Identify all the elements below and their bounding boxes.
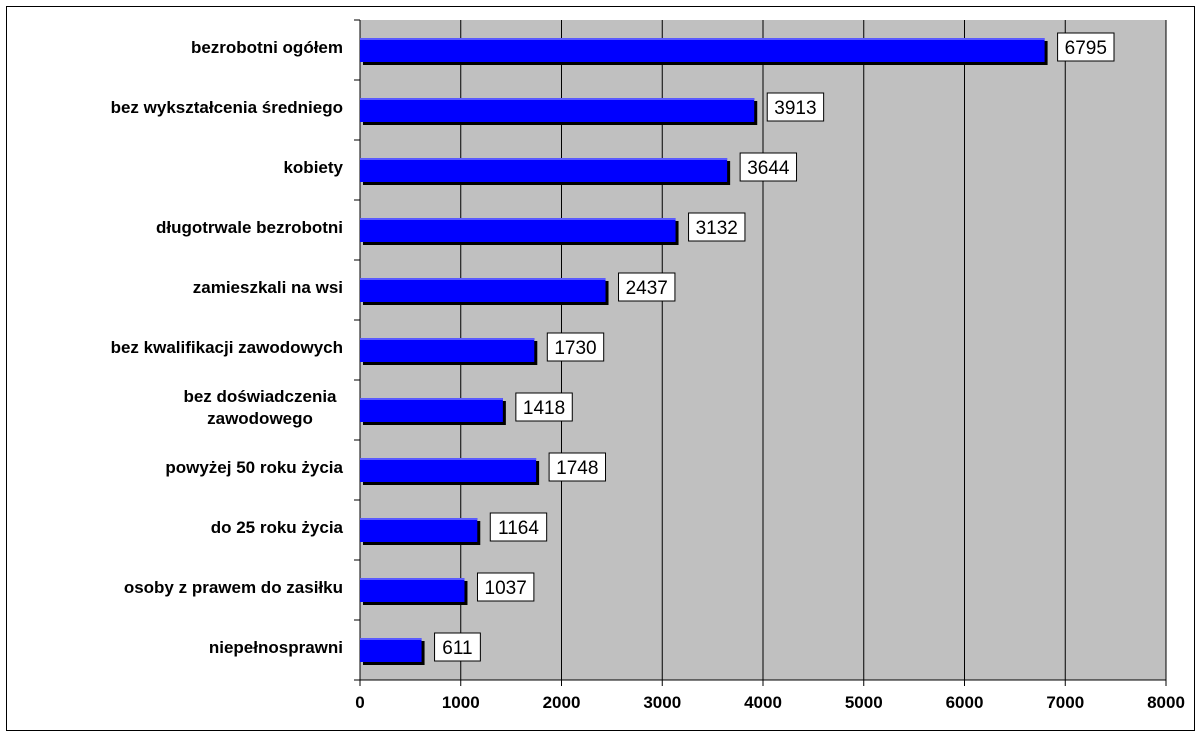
category-label: niepełnosprawni bbox=[209, 638, 343, 657]
category-label: bezrobotni ogółem bbox=[191, 38, 343, 57]
category-label: osoby z prawem do zasiłku bbox=[124, 578, 343, 597]
bar bbox=[360, 38, 1045, 62]
bar bbox=[360, 578, 465, 602]
bar bbox=[360, 638, 422, 662]
category-label-line: zawodowego bbox=[207, 409, 313, 428]
data-label-box bbox=[1057, 32, 1115, 62]
bar-highlight bbox=[360, 158, 728, 160]
data-label: 1164 bbox=[498, 518, 539, 539]
x-tick-label: 6000 bbox=[946, 693, 984, 712]
data-label-box bbox=[434, 632, 481, 662]
data-labels: 6795 3913 3644 3132 2437 1730 1418 1748 1164 1037… bbox=[434, 32, 1115, 662]
bar-highlight bbox=[360, 458, 537, 460]
bar-highlight bbox=[360, 638, 422, 640]
data-label-box bbox=[618, 272, 676, 302]
x-tick-labels: 0 1000 2000 3000 4000 5000 6000 7000 8000 bbox=[355, 693, 1185, 712]
category-label: bez kwalifikacji zawodowych bbox=[111, 338, 343, 357]
category-label: zamieszkali na wsi bbox=[193, 278, 343, 297]
x-tick-label: 2000 bbox=[543, 693, 581, 712]
category-label: długotrwale bezrobotni bbox=[156, 218, 343, 237]
x-tick-label: 4000 bbox=[744, 693, 782, 712]
data-label: 3913 bbox=[774, 98, 816, 119]
x-tick-label: 8000 bbox=[1147, 693, 1185, 712]
category-label: do 25 roku życia bbox=[211, 518, 344, 537]
bar bbox=[360, 518, 478, 542]
data-label: 3132 bbox=[696, 218, 738, 239]
bar-highlight bbox=[360, 98, 755, 100]
x-tick-label: 5000 bbox=[845, 693, 883, 712]
bar bbox=[360, 338, 535, 362]
category-label: powyżej 50 roku życia bbox=[165, 458, 343, 477]
bars bbox=[360, 38, 1048, 665]
bar bbox=[360, 158, 728, 182]
data-label: 3644 bbox=[747, 158, 790, 179]
category-label-line: bez doświadczenia bbox=[183, 387, 337, 406]
bar bbox=[360, 218, 676, 242]
category-label: kobiety bbox=[283, 158, 343, 177]
data-label: 1037 bbox=[485, 578, 527, 599]
data-label-box bbox=[688, 212, 746, 242]
data-label: 1418 bbox=[523, 398, 565, 419]
data-label: 611 bbox=[442, 638, 472, 659]
category-labels: bezrobotni ogółem bez wykształcenia średn… bbox=[111, 38, 344, 657]
data-label-box bbox=[489, 512, 548, 542]
bar bbox=[360, 98, 755, 122]
bar-highlight bbox=[360, 578, 465, 580]
bar-highlight bbox=[360, 38, 1045, 40]
data-label-box bbox=[548, 452, 607, 482]
x-tick-label: 1000 bbox=[442, 693, 480, 712]
data-label-box bbox=[515, 392, 573, 422]
data-label: 2437 bbox=[626, 278, 668, 299]
data-label: 1730 bbox=[554, 338, 596, 359]
data-label-box bbox=[739, 152, 798, 182]
bar-highlight bbox=[360, 398, 503, 400]
bar-highlight bbox=[360, 518, 478, 520]
x-tick-label: 3000 bbox=[643, 693, 681, 712]
x-tick-label: 0 bbox=[355, 693, 364, 712]
bar-highlight bbox=[360, 278, 606, 280]
bar bbox=[360, 398, 503, 422]
data-label: 6795 bbox=[1065, 38, 1107, 59]
bar bbox=[360, 278, 606, 302]
bar-highlight bbox=[360, 338, 535, 340]
bar-chart: 6795 3913 3644 3132 2437 1730 1418 1748 1164 1037… bbox=[111, 19, 1185, 712]
data-label: 1748 bbox=[556, 458, 598, 479]
category-label: bez wykształcenia średniego bbox=[111, 98, 343, 117]
x-tick-label: 7000 bbox=[1046, 693, 1084, 712]
data-label-box bbox=[766, 92, 825, 122]
data-label-box bbox=[546, 332, 605, 362]
bar bbox=[360, 458, 537, 482]
category-label: bez doświadczenia zawodowego bbox=[183, 387, 337, 428]
bar-highlight bbox=[360, 218, 676, 220]
data-label-box bbox=[476, 572, 535, 602]
chart-frame: 6795 3913 3644 3132 2437 1730 1418 1748 1164 1037… bbox=[6, 6, 1195, 731]
